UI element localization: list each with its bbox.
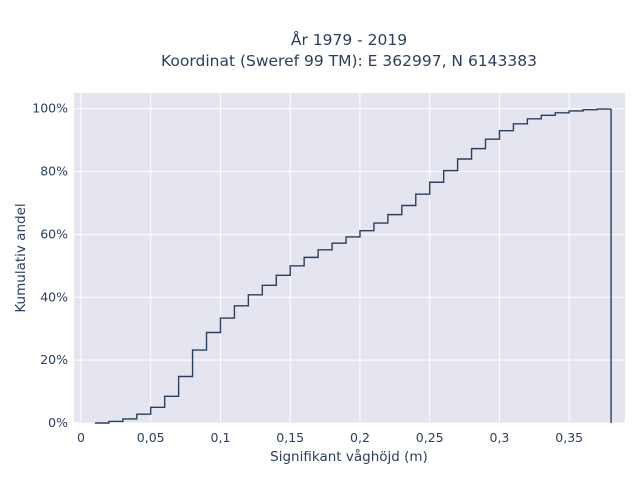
x-tick-label: 0 (77, 430, 85, 445)
y-tick-label: 80% (40, 164, 68, 179)
x-tick-label: 0,15 (276, 430, 304, 445)
x-tick-label: 0,25 (416, 430, 444, 445)
x-axis-title: Signifikant våghöjd (m) (270, 448, 428, 465)
y-tick-label: 60% (40, 226, 68, 241)
x-tick-labels: 0 0,05 0,1 0,15 0,2 0,25 0,3 0,35 (77, 430, 583, 445)
y-tick-label: 20% (40, 352, 68, 367)
y-tick-label: 40% (40, 289, 68, 304)
x-tick-label: 0,35 (555, 430, 583, 445)
x-tick-label: 0,05 (137, 430, 165, 445)
cumulative-distribution-line (94, 108, 612, 424)
x-gridlines (80, 93, 570, 423)
y-axis-title: Kumulativ andel (13, 203, 29, 312)
x-tick-label: 0,1 (211, 430, 231, 445)
chart-title-line-2: Koordinat (Sweref 99 TM): E 362997, N 61… (161, 52, 537, 70)
x-tick-label: 0,3 (490, 430, 510, 445)
plot-background (74, 93, 625, 423)
y-tick-label: 100% (32, 101, 68, 116)
chart-title-line-1: År 1979 - 2019 (291, 30, 407, 49)
x-tick-label: 0,2 (350, 430, 370, 445)
y-tick-label: 0% (48, 415, 68, 430)
y-gridlines (74, 108, 625, 424)
y-tick-labels: 0% 20% 40% 60% 80% 100% (32, 101, 68, 430)
